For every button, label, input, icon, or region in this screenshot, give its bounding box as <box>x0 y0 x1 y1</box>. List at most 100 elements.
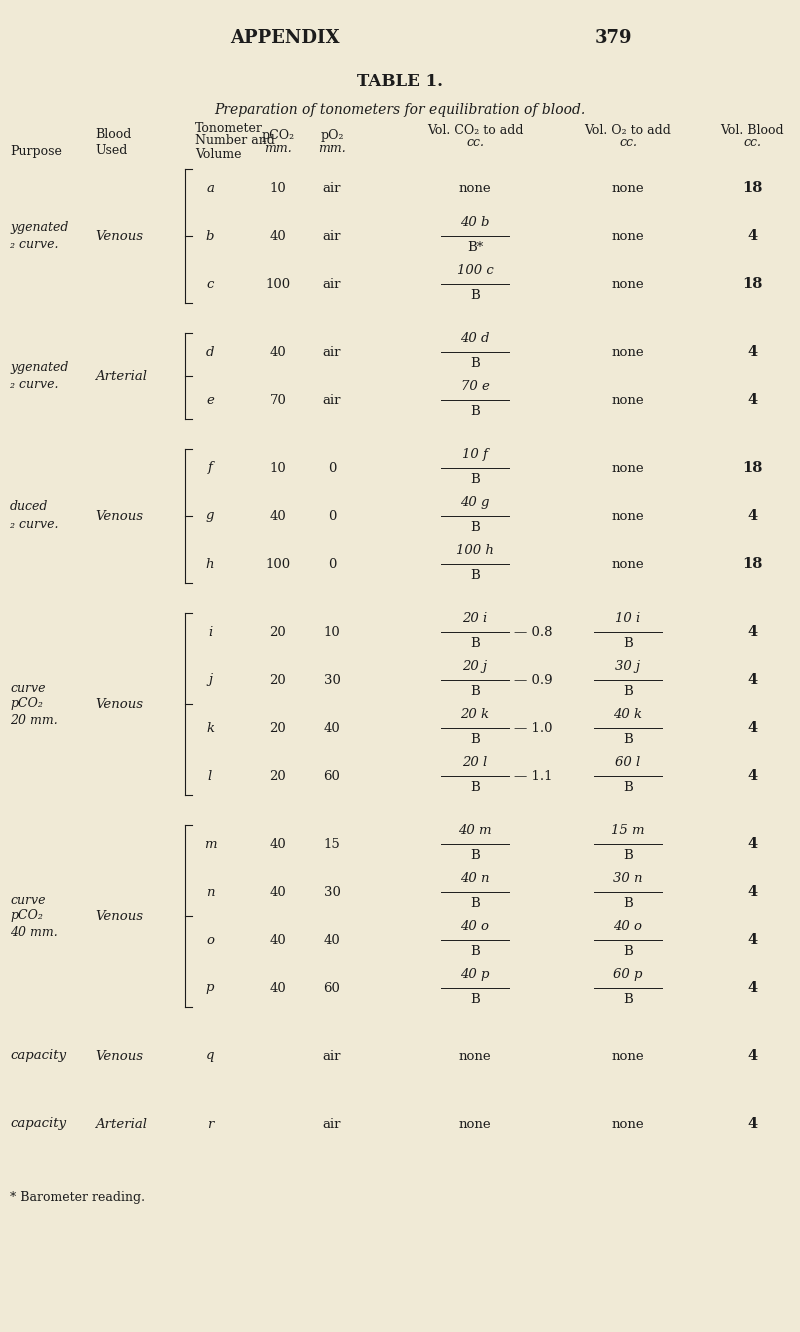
Text: capacity: capacity <box>10 1050 66 1063</box>
Text: — 1.0: — 1.0 <box>514 722 553 734</box>
Text: 40 d: 40 d <box>460 332 490 345</box>
Text: TABLE 1.: TABLE 1. <box>357 73 443 91</box>
Text: 18: 18 <box>742 181 762 194</box>
Text: q: q <box>206 1050 214 1063</box>
Text: 20: 20 <box>270 674 286 686</box>
Text: 70 e: 70 e <box>461 380 490 393</box>
Text: 4: 4 <box>747 393 757 408</box>
Text: pCO₂: pCO₂ <box>10 910 43 923</box>
Text: g: g <box>206 510 214 522</box>
Text: 0: 0 <box>328 558 336 570</box>
Text: mm.: mm. <box>264 141 292 155</box>
Text: 40: 40 <box>270 982 286 995</box>
Text: f: f <box>207 461 213 474</box>
Text: n: n <box>206 886 214 899</box>
Text: none: none <box>458 181 491 194</box>
Text: 10: 10 <box>270 461 286 474</box>
Text: B: B <box>623 637 633 650</box>
Text: 40 g: 40 g <box>460 496 490 509</box>
Text: B: B <box>623 848 633 862</box>
Text: pCO₂: pCO₂ <box>10 698 43 710</box>
Text: 100: 100 <box>266 277 290 290</box>
Text: B: B <box>623 944 633 958</box>
Text: Venous: Venous <box>95 229 143 242</box>
Text: 40: 40 <box>270 229 286 242</box>
Text: Blood: Blood <box>95 128 131 141</box>
Text: cc.: cc. <box>466 136 484 149</box>
Text: Venous: Venous <box>95 910 143 923</box>
Text: 4: 4 <box>747 229 757 242</box>
Text: Arterial: Arterial <box>95 1118 147 1131</box>
Text: c: c <box>206 277 214 290</box>
Text: h: h <box>206 558 214 570</box>
Text: 0: 0 <box>328 461 336 474</box>
Text: Vol. O₂ to add: Vol. O₂ to add <box>585 124 671 136</box>
Text: 18: 18 <box>742 461 762 476</box>
Text: 40: 40 <box>270 510 286 522</box>
Text: air: air <box>322 229 342 242</box>
Text: — 0.9: — 0.9 <box>514 674 553 686</box>
Text: 0: 0 <box>328 510 336 522</box>
Text: Tonometer: Tonometer <box>195 121 263 135</box>
Text: 40 p: 40 p <box>460 968 490 980</box>
Text: 40: 40 <box>324 722 340 734</box>
Text: b: b <box>206 229 214 242</box>
Text: B: B <box>623 685 633 698</box>
Text: Venous: Venous <box>95 698 143 710</box>
Text: 20 k: 20 k <box>461 709 490 721</box>
Text: p: p <box>206 982 214 995</box>
Text: B: B <box>623 733 633 746</box>
Text: none: none <box>612 181 644 194</box>
Text: 20 i: 20 i <box>462 611 488 625</box>
Text: Vol. Blood: Vol. Blood <box>720 124 784 136</box>
Text: * Barometer reading.: * Barometer reading. <box>10 1191 145 1204</box>
Text: B: B <box>470 521 480 534</box>
Text: B: B <box>470 569 480 582</box>
Text: 40 o: 40 o <box>614 920 642 932</box>
Text: 20: 20 <box>270 770 286 782</box>
Text: B: B <box>470 733 480 746</box>
Text: j: j <box>208 674 212 686</box>
Text: 10: 10 <box>324 626 340 638</box>
Text: air: air <box>322 393 342 406</box>
Text: 60: 60 <box>323 770 341 782</box>
Text: none: none <box>612 345 644 358</box>
Text: 30 n: 30 n <box>614 872 642 884</box>
Text: 40: 40 <box>324 934 340 947</box>
Text: none: none <box>612 510 644 522</box>
Text: 20 mm.: 20 mm. <box>10 714 58 726</box>
Text: Venous: Venous <box>95 510 143 522</box>
Text: 4: 4 <box>747 980 757 995</box>
Text: o: o <box>206 934 214 947</box>
Text: pCO₂: pCO₂ <box>262 128 294 141</box>
Text: 4: 4 <box>747 721 757 735</box>
Text: B: B <box>470 685 480 698</box>
Text: air: air <box>322 181 342 194</box>
Text: air: air <box>322 1050 342 1063</box>
Text: 4: 4 <box>747 1050 757 1063</box>
Text: capacity: capacity <box>10 1118 66 1131</box>
Text: Arterial: Arterial <box>95 369 147 382</box>
Text: 4: 4 <box>747 932 757 947</box>
Text: curve: curve <box>10 894 46 907</box>
Text: air: air <box>322 1118 342 1131</box>
Text: r: r <box>207 1118 213 1131</box>
Text: i: i <box>208 626 212 638</box>
Text: a: a <box>206 181 214 194</box>
Text: pO₂: pO₂ <box>320 128 344 141</box>
Text: B: B <box>470 357 480 370</box>
Text: 40: 40 <box>270 886 286 899</box>
Text: 40 b: 40 b <box>460 216 490 229</box>
Text: 30 j: 30 j <box>615 659 641 673</box>
Text: Purpose: Purpose <box>10 145 62 159</box>
Text: B: B <box>470 992 480 1006</box>
Text: none: none <box>612 229 644 242</box>
Text: ₂ curve.: ₂ curve. <box>10 238 58 252</box>
Text: B: B <box>470 896 480 910</box>
Text: 4: 4 <box>747 625 757 639</box>
Text: 40: 40 <box>270 838 286 851</box>
Text: 20 l: 20 l <box>462 757 488 769</box>
Text: Volume: Volume <box>195 148 242 160</box>
Text: 20 j: 20 j <box>462 659 487 673</box>
Text: m: m <box>204 838 216 851</box>
